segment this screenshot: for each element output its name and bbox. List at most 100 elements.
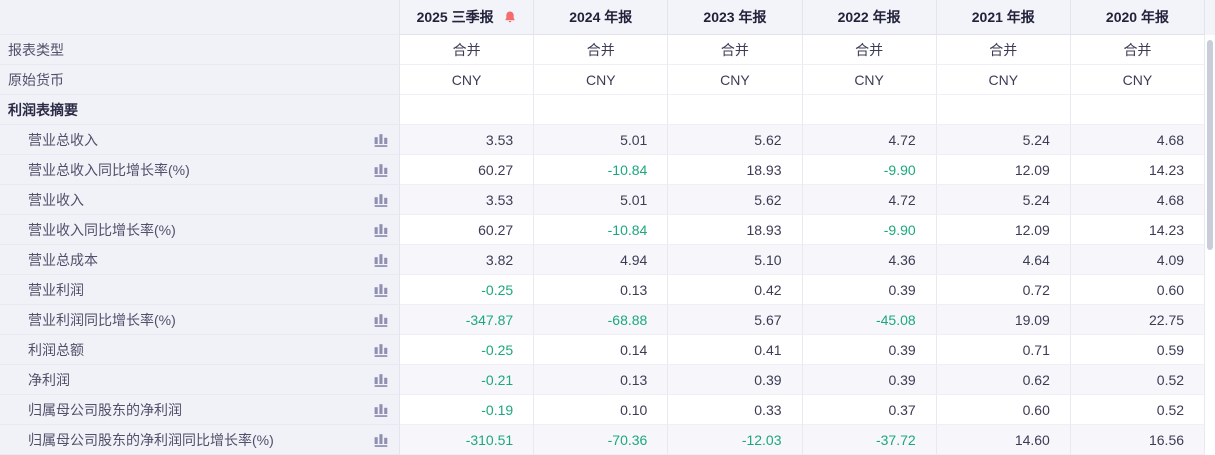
row-label: 营业总收入 <box>28 131 98 148</box>
value-cell: -0.25 <box>400 335 535 365</box>
value-cell: 5.10 <box>668 245 803 275</box>
value-cell: CNY <box>802 65 937 95</box>
alert-bell-icon[interactable] <box>503 10 517 24</box>
value-cell: 0.39 <box>802 275 937 305</box>
period-column-label: 2025 三季报 <box>416 9 494 25</box>
row-label: 营业收入 <box>28 191 84 208</box>
value-cell: 5.62 <box>668 185 803 215</box>
bar-chart-icon[interactable] <box>373 161 389 178</box>
row-label: 营业总成本 <box>28 251 98 268</box>
table-row: 原始货币 CNY CNY CNY CNY CNY CNY <box>0 65 1215 95</box>
row-label: 营业收入同比增长率(%) <box>28 221 176 238</box>
value-cell: 16.56 <box>1070 425 1206 455</box>
value-cell: CNY <box>668 65 803 95</box>
value-cell: 3.53 <box>400 185 535 215</box>
table-row: 营业总收入同比增长率(%) 60.27 -10.84 18.93 -9.90 12.09… <box>0 155 1215 185</box>
value-cell: CNY <box>936 65 1071 95</box>
period-column-label: 2023 年报 <box>703 9 767 25</box>
row-label-cell: 利润总额 <box>0 335 400 365</box>
value-cell: 合并 <box>400 35 535 65</box>
value-cell: CNY <box>400 65 535 95</box>
row-label: 营业利润 <box>28 281 84 298</box>
value-cell: 0.60 <box>936 395 1071 425</box>
value-cell: 4.94 <box>534 245 669 275</box>
table-row: 营业总收入 3.53 5.01 5.62 4.72 5.24 4.68 <box>0 125 1215 155</box>
row-label-cell: 利润表摘要 <box>0 95 400 125</box>
table-row: 净利润 -0.21 0.13 0.39 0.39 0.62 0.52 <box>0 365 1215 395</box>
bar-chart-icon[interactable] <box>373 191 389 208</box>
value-cell: -0.21 <box>400 365 535 395</box>
value-cell: 5.01 <box>534 125 669 155</box>
bar-chart-icon[interactable] <box>373 371 389 388</box>
value-cell: 0.39 <box>668 365 803 395</box>
row-label: 利润表摘要 <box>8 101 78 118</box>
value-cell: 0.13 <box>534 275 669 305</box>
row-label: 营业总收入同比增长率(%) <box>28 161 190 178</box>
value-cell: -12.03 <box>668 425 803 455</box>
value-cell: CNY <box>534 65 669 95</box>
value-cell: 18.93 <box>668 215 803 245</box>
value-cell: 0.52 <box>1070 365 1206 395</box>
bar-chart-icon[interactable] <box>373 281 389 298</box>
value-cell: 4.68 <box>1070 185 1206 215</box>
bar-chart-icon[interactable] <box>373 251 389 268</box>
period-column-label: 2020 年报 <box>1105 9 1169 25</box>
value-cell: -347.87 <box>400 305 535 335</box>
bar-chart-icon[interactable] <box>373 431 389 448</box>
table-row: 营业总成本 3.82 4.94 5.10 4.36 4.64 4.09 <box>0 245 1215 275</box>
value-cell <box>534 95 669 125</box>
period-column-header: 2023 年报 <box>668 0 803 35</box>
scrollbar-track <box>1205 245 1215 275</box>
row-label: 归属母公司股东的净利润同比增长率(%) <box>28 431 274 448</box>
value-cell: 合并 <box>1070 35 1206 65</box>
value-cell: 4.72 <box>802 185 937 215</box>
row-label: 净利润 <box>28 371 70 388</box>
vertical-scrollbar-thumb[interactable] <box>1207 40 1213 250</box>
row-label-cell: 营业利润同比增长率(%) <box>0 305 400 335</box>
value-cell: 5.24 <box>936 185 1071 215</box>
value-cell: 14.23 <box>1070 215 1206 245</box>
table-header-row: 2025 三季报 2024 年报 2023 年报 2022 年报 <box>0 0 1215 35</box>
row-label-cell: 营业收入同比增长率(%) <box>0 215 400 245</box>
table-row: 营业利润同比增长率(%) -347.87 -68.88 5.67 -45.08 19.0… <box>0 305 1215 335</box>
value-cell <box>936 95 1071 125</box>
value-cell: 0.13 <box>534 365 669 395</box>
bar-chart-icon[interactable] <box>373 221 389 238</box>
value-cell: 0.10 <box>534 395 669 425</box>
period-column-header: 2021 年报 <box>936 0 1071 35</box>
bar-chart-icon[interactable] <box>373 131 389 148</box>
value-cell: -45.08 <box>802 305 937 335</box>
value-cell <box>668 95 803 125</box>
table-row: 归属母公司股东的净利润 -0.19 0.10 0.33 0.37 0.60 0.52 <box>0 395 1215 425</box>
value-cell: 合并 <box>802 35 937 65</box>
value-cell: 0.41 <box>668 335 803 365</box>
bar-chart-icon[interactable] <box>373 311 389 328</box>
period-column-label: 2021 年报 <box>971 9 1035 25</box>
value-cell: 22.75 <box>1070 305 1206 335</box>
value-cell: 0.39 <box>802 365 937 395</box>
value-cell: -10.84 <box>534 155 669 185</box>
bar-chart-icon[interactable] <box>373 401 389 418</box>
value-cell: -0.19 <box>400 395 535 425</box>
value-cell <box>802 95 937 125</box>
value-cell: 5.62 <box>668 125 803 155</box>
period-column-header: 2022 年报 <box>802 0 937 35</box>
scrollbar-track <box>1205 395 1215 425</box>
bar-chart-icon[interactable] <box>373 341 389 358</box>
scrollbar-track <box>1205 275 1215 305</box>
period-column-header: 2025 三季报 <box>400 0 535 35</box>
row-label-cell: 报表类型 <box>0 35 400 65</box>
table-row: 归属母公司股东的净利润同比增长率(%) -310.51 -70.36 -12.03-… <box>0 425 1215 455</box>
value-cell: 5.01 <box>534 185 669 215</box>
value-cell: 4.72 <box>802 125 937 155</box>
value-cell: -10.84 <box>534 215 669 245</box>
value-cell: 0.62 <box>936 365 1071 395</box>
value-cell: -68.88 <box>534 305 669 335</box>
period-column-header: 2024 年报 <box>534 0 669 35</box>
value-cell: 12.09 <box>936 155 1071 185</box>
value-cell: -310.51 <box>400 425 535 455</box>
value-cell: 0.71 <box>936 335 1071 365</box>
value-cell: 12.09 <box>936 215 1071 245</box>
value-cell: 0.72 <box>936 275 1071 305</box>
